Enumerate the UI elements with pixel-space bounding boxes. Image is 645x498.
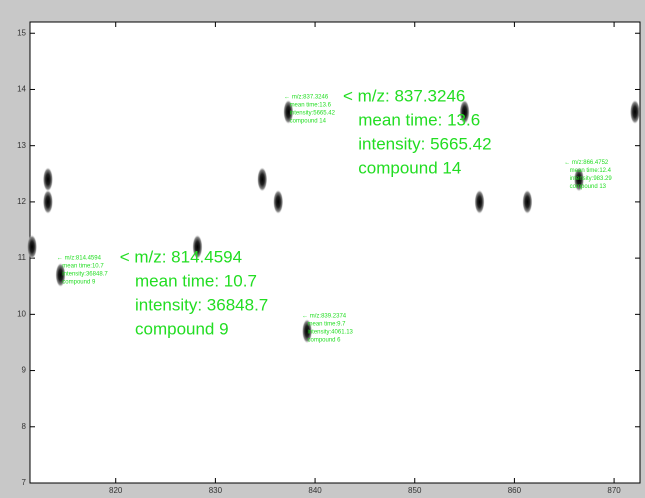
x-tick-label: 850 (408, 486, 422, 495)
annotation-line: intensity:36848.7 (62, 272, 108, 278)
callout-line: compound 14 (358, 158, 461, 177)
spot (475, 190, 485, 214)
page: 820 830 840 850 860 870 7 8 9 10 11 12 13 14 15 ← m/z:8… (0, 0, 645, 498)
spot (43, 167, 53, 191)
annotation-line: compound 13 (570, 184, 607, 190)
annotation-line: intensity:5665.42 (290, 110, 336, 116)
annotation-line: mean time:13.6 (290, 102, 332, 108)
annotation-line: ← m/z:866.4752 (564, 160, 609, 166)
spot (273, 190, 283, 214)
annotation-line: mean time:9.7 (308, 322, 347, 328)
y-tick-label: 15 (17, 28, 26, 37)
x-tick-label: 840 (308, 486, 322, 495)
spot (630, 100, 640, 124)
annotation-line: compound 14 (290, 118, 327, 124)
annotation-line: mean time:12.4 (570, 168, 612, 174)
y-tick-label: 14 (17, 85, 26, 94)
x-tick-label: 870 (607, 486, 621, 495)
annotation-line: intensity:983.29 (570, 176, 613, 182)
callout-line: intensity: 5665.42 (358, 134, 491, 153)
callout-line: mean time: 10.7 (135, 272, 257, 291)
callout-line: intensity: 36848.7 (135, 296, 268, 315)
annotation-line: mean time:10.7 (62, 264, 104, 270)
annotation-line: ← m/z:839.2374 (302, 314, 347, 320)
y-tick-label: 11 (18, 253, 27, 262)
spot (43, 190, 53, 214)
callout-line: mean time: 13.6 (358, 110, 480, 129)
callout-line: < m/z: 837.3246 (343, 86, 465, 105)
spot (522, 190, 532, 214)
y-tick-label: 9 (22, 366, 27, 375)
annotation-line: intensity:4061.13 (308, 330, 354, 336)
y-tick-label: 13 (17, 141, 26, 150)
annotation-line: compound 9 (62, 280, 96, 286)
y-tick-label: 12 (17, 197, 26, 206)
x-tick-label: 820 (109, 486, 123, 495)
spot (27, 235, 37, 259)
spot (257, 167, 267, 191)
x-tick-label: 860 (508, 486, 522, 495)
callout-line: compound 9 (135, 320, 229, 339)
annotation-line: compound 6 (308, 338, 342, 344)
annotation-line: ← m/z:837.3246 (284, 94, 329, 100)
chart: 820 830 840 850 860 870 7 8 9 10 11 12 13 14 15 ← m/z:8… (0, 0, 645, 498)
y-tick-label: 7 (22, 478, 27, 487)
x-tick-label: 830 (209, 486, 223, 495)
callout-line: < m/z: 814.4594 (120, 248, 242, 267)
y-tick-label: 10 (17, 309, 26, 318)
annotation-line: ← m/z:814.4594 (57, 256, 102, 262)
y-tick-label: 8 (22, 422, 27, 431)
